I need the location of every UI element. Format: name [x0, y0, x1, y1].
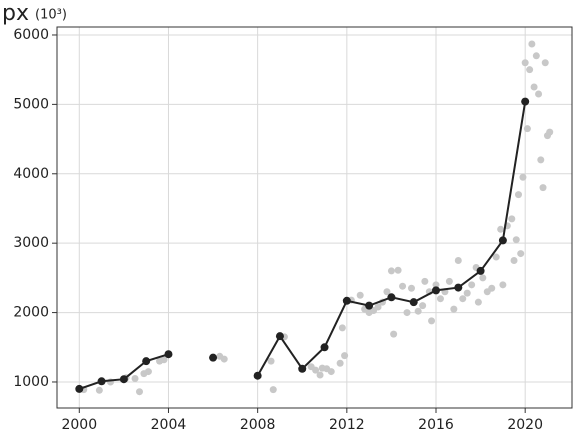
- scatter-point: [387, 267, 395, 275]
- chart-title: px: [2, 1, 29, 26]
- scatter-point: [526, 66, 534, 74]
- y-tick-label: 6000: [13, 27, 49, 43]
- line-point: [275, 332, 284, 341]
- y-tick-label: 3000: [13, 235, 49, 251]
- scatter-point: [492, 253, 500, 261]
- line-point: [75, 384, 84, 393]
- x-tick-label: 2012: [329, 417, 365, 433]
- line-point: [387, 293, 396, 302]
- x-tick-label: 2008: [240, 417, 276, 433]
- y-tick-label: 1000: [13, 374, 49, 390]
- scatter-point: [514, 191, 522, 199]
- scatter-point: [135, 388, 143, 396]
- scatter-point: [403, 309, 411, 317]
- scatter-point: [523, 125, 531, 133]
- scatter-point: [160, 356, 168, 364]
- scatter-point: [519, 173, 527, 181]
- scatter-point: [510, 257, 518, 265]
- line-point: [253, 371, 262, 380]
- scatter-point: [463, 289, 471, 297]
- line: [78, 101, 527, 390]
- scatter-point: [508, 215, 516, 223]
- scatter-point: [356, 291, 364, 299]
- scatter-point: [450, 305, 458, 313]
- line-point: [342, 296, 351, 305]
- scatter-point: [454, 257, 462, 265]
- scatter-point: [338, 324, 346, 332]
- scatter-point: [341, 352, 349, 360]
- scatter-point: [532, 52, 540, 60]
- scatter-point: [488, 284, 496, 292]
- scatter-point: [95, 386, 103, 394]
- scatter-point: [428, 317, 436, 325]
- y-tick-label: 4000: [13, 166, 49, 182]
- scatter-point: [336, 359, 344, 367]
- x-tick-label: 2004: [151, 417, 187, 433]
- scatter-point: [390, 330, 398, 338]
- line-point: [521, 97, 530, 106]
- scatter-point: [414, 307, 422, 315]
- plot-frame: [56, 26, 573, 409]
- scatter-point: [432, 281, 440, 289]
- line-point: [320, 343, 329, 352]
- scatter-point: [499, 281, 507, 289]
- y-tick-label: 5000: [13, 96, 49, 112]
- scatter-point: [436, 295, 444, 303]
- scatter-point: [399, 282, 407, 290]
- scatter-point: [497, 225, 505, 233]
- scatter-point: [407, 284, 415, 292]
- scatter-point: [267, 357, 275, 365]
- line-point: [119, 375, 128, 384]
- scatter-point: [144, 368, 152, 376]
- scatter-point: [546, 128, 554, 136]
- scatter-point: [374, 303, 382, 311]
- scatter-point: [316, 371, 324, 379]
- scatter-point: [541, 59, 549, 67]
- scatter-point: [517, 250, 525, 258]
- line-point: [498, 236, 507, 245]
- scatter-point: [445, 277, 453, 285]
- line-point: [409, 298, 418, 307]
- scatter-point: [459, 295, 467, 303]
- scatter-point: [421, 277, 429, 285]
- line-point: [97, 377, 106, 386]
- scatter-point: [220, 355, 228, 363]
- x-tick-label: 2020: [507, 417, 543, 433]
- line-point: [298, 364, 307, 373]
- scatter-point: [539, 184, 547, 192]
- x-tick-label: 2000: [61, 417, 97, 433]
- scatter-point: [468, 281, 476, 289]
- scatter-point: [383, 288, 391, 296]
- scatter-point: [394, 266, 402, 274]
- scatter-point: [312, 366, 320, 374]
- chart-unit: (10³): [35, 8, 67, 23]
- scatter-point: [521, 59, 529, 67]
- scatter-point: [512, 236, 520, 244]
- scatter-point: [327, 368, 335, 376]
- line-point: [142, 357, 151, 366]
- line-point: [209, 353, 218, 362]
- scatter-point: [419, 302, 427, 310]
- x-tick-label: 2016: [418, 417, 454, 433]
- line-point: [476, 266, 485, 275]
- line-point: [365, 301, 374, 310]
- line-point: [164, 350, 173, 359]
- scatter-point: [535, 90, 543, 98]
- line-point: [432, 286, 441, 295]
- scatter-point: [528, 40, 536, 48]
- scatter-point: [269, 386, 277, 394]
- scatter-point: [537, 156, 545, 164]
- scatter-point: [479, 274, 487, 282]
- y-tick-label: 2000: [13, 305, 49, 321]
- line-point: [454, 283, 463, 292]
- scatter-point: [474, 298, 482, 306]
- scatter-point: [530, 83, 538, 91]
- scatter-point: [131, 375, 139, 383]
